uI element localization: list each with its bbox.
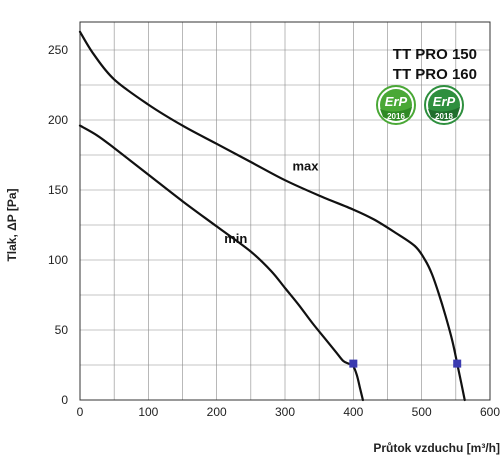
x-tick-label: 0 <box>77 405 84 419</box>
operating-point-markers <box>349 359 462 368</box>
curve-min <box>78 124 364 402</box>
x-tick-label: 600 <box>480 405 500 419</box>
y-tick-label: 150 <box>48 183 68 197</box>
y-tick-label: 50 <box>55 323 69 337</box>
badge-band <box>380 107 412 121</box>
erp-badge-2016: ErP 2016 <box>376 85 416 125</box>
y-axis-title: Tlak, ΔP [Pa] <box>5 188 19 261</box>
erp-badge-2018: ErP 2018 <box>424 85 464 125</box>
y-tick-label: 0 <box>61 393 68 407</box>
badge-year: 2018 <box>435 112 453 121</box>
x-axis-title: Průtok vzduchu [m³/h] <box>373 441 500 455</box>
model-name-2: TT PRO 160 <box>393 66 477 83</box>
plot-frame <box>79 21 491 401</box>
x-tick-label: 400 <box>343 405 363 419</box>
badge-label: ErP <box>433 94 456 109</box>
y-tick-label: 250 <box>48 43 68 57</box>
curve-label-min: min <box>224 231 247 246</box>
curve-max <box>78 30 466 402</box>
marker-max <box>453 359 462 368</box>
badge-year: 2016 <box>387 112 405 121</box>
badge-label: ErP <box>385 94 408 109</box>
marker-min <box>349 359 358 368</box>
grid <box>79 21 491 401</box>
badge-band <box>428 107 460 121</box>
x-tick-label: 500 <box>412 405 432 419</box>
x-tick-label: 200 <box>207 405 227 419</box>
x-tick-label: 300 <box>275 405 295 419</box>
erp-badges: ErP 2016 ErP 2018 <box>376 85 464 125</box>
x-tick-label: 100 <box>138 405 158 419</box>
curve-label-max: max <box>292 158 319 173</box>
y-tick-label: 200 <box>48 113 68 127</box>
y-tick-label: 100 <box>48 253 68 267</box>
curve-annotations: max min <box>224 158 319 246</box>
model-name-1: TT PRO 150 <box>393 46 477 63</box>
curves <box>78 30 466 402</box>
tick-labels: 0 100 200 300 400 500 600 0 50 100 150 200 250 <box>48 43 500 419</box>
